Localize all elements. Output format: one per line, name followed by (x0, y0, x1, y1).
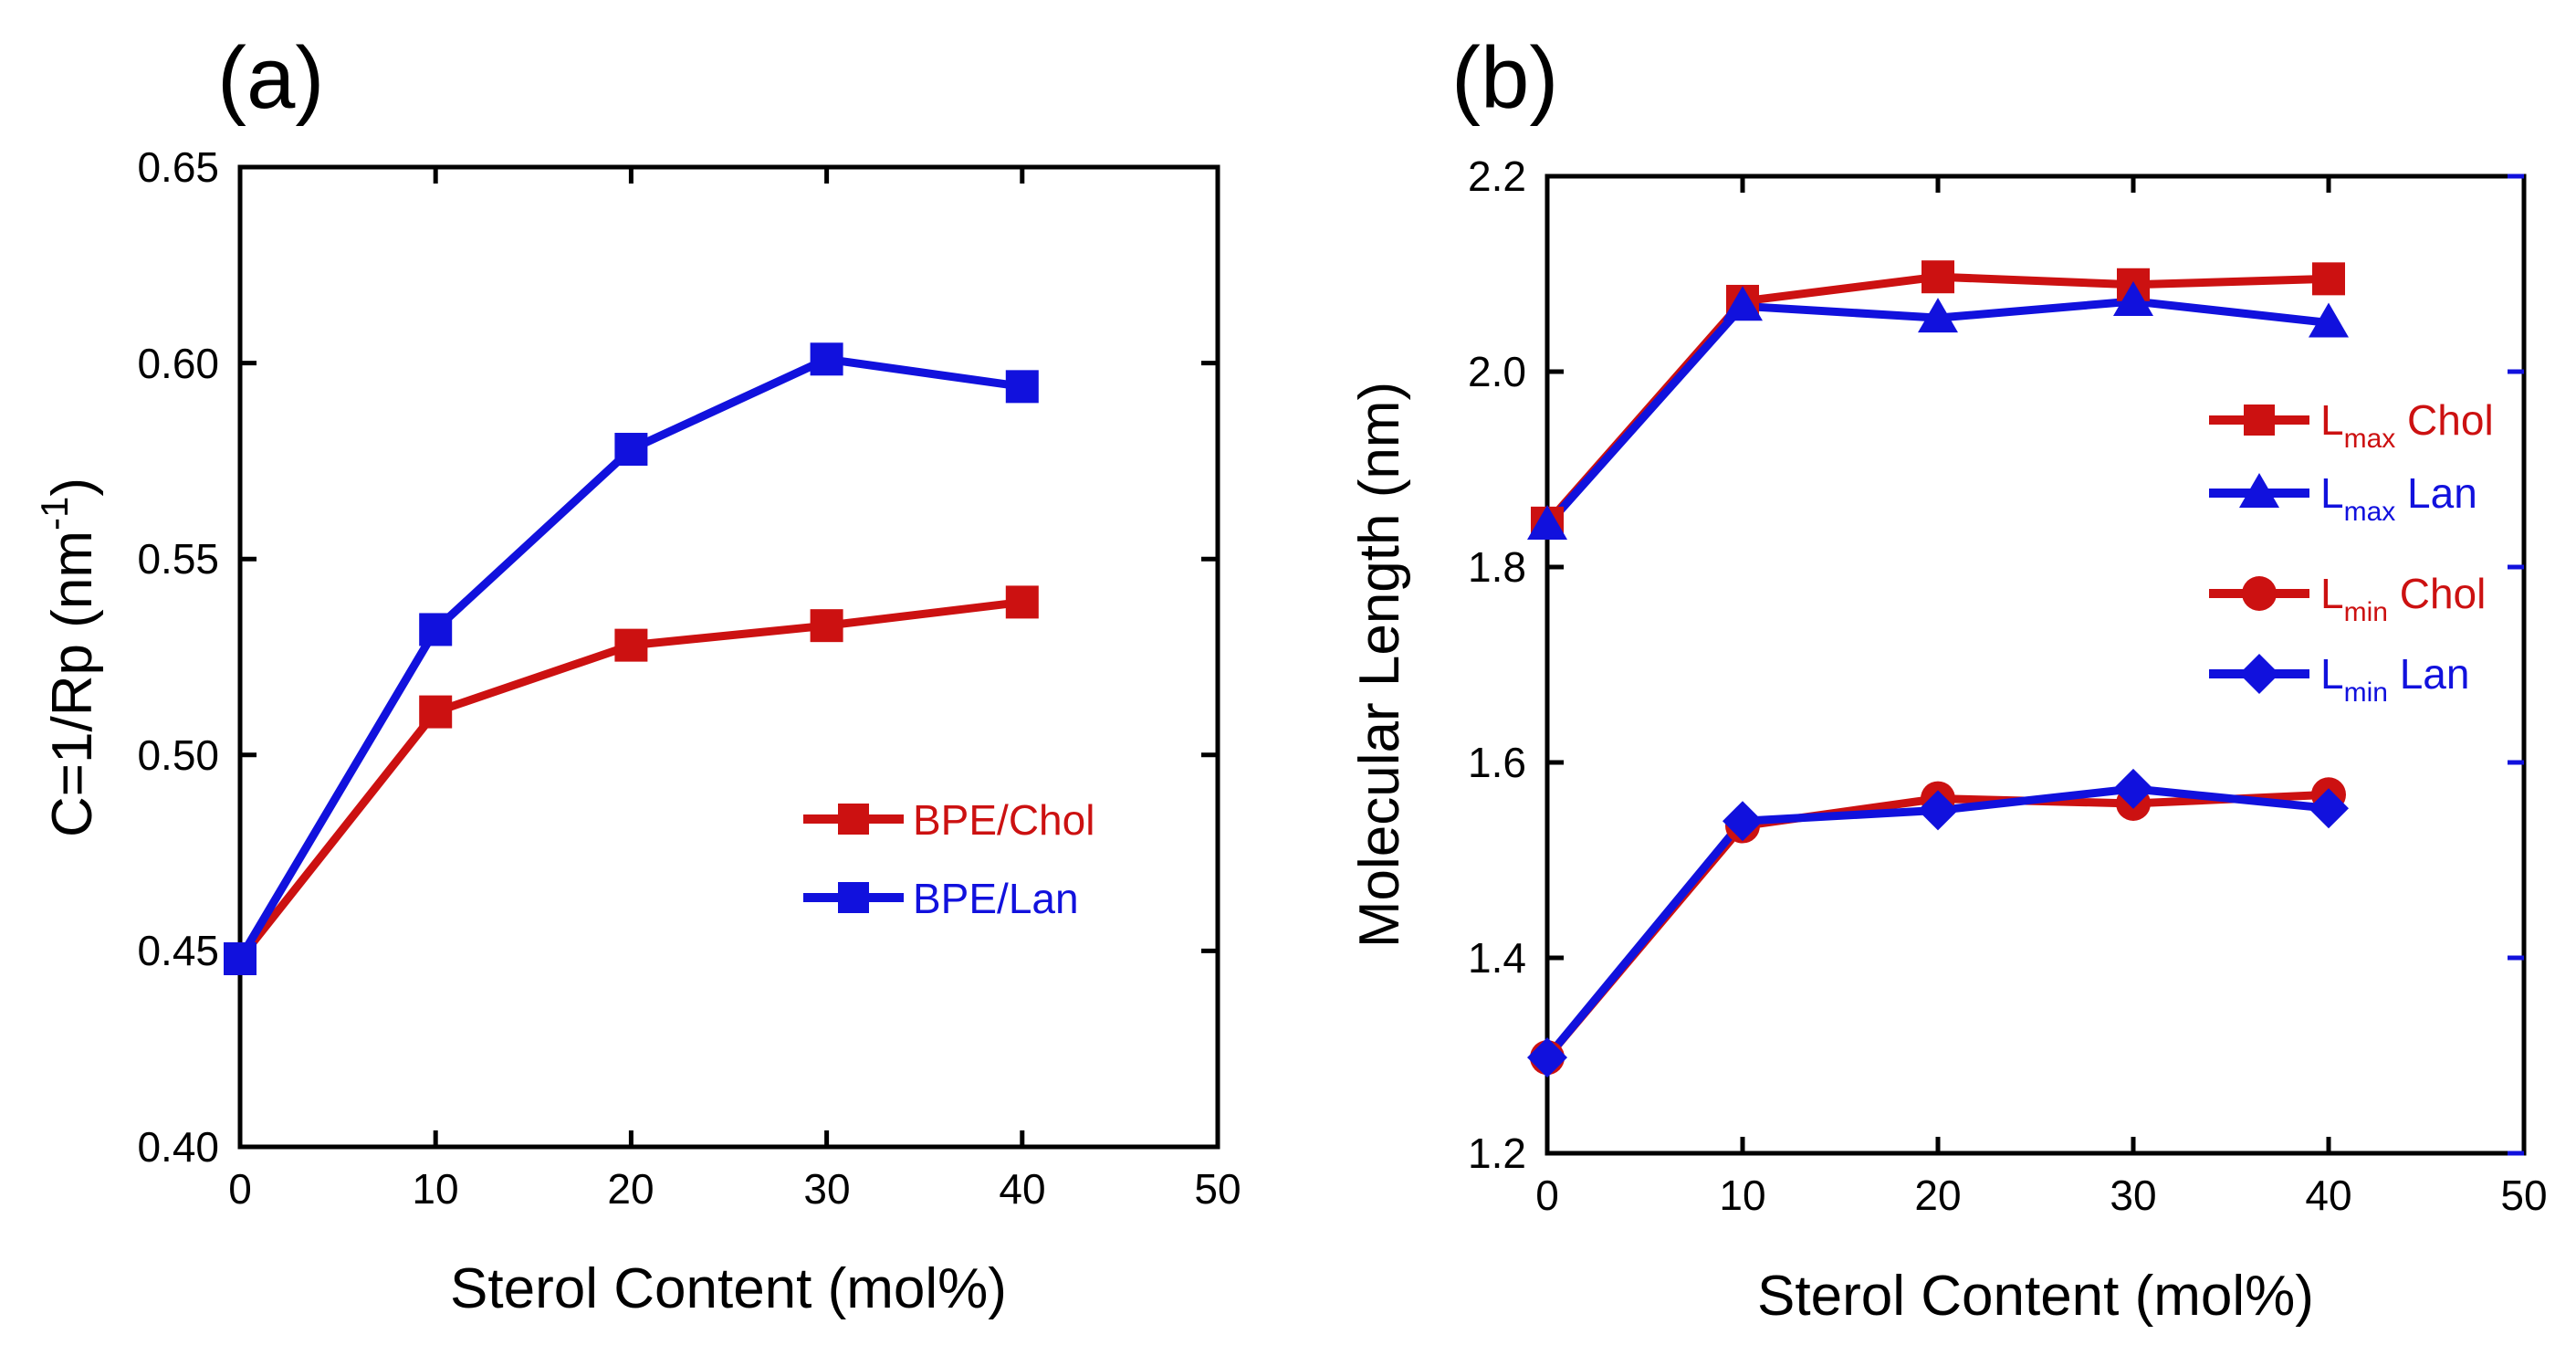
panel-b-legend-marker-lmin-chol (2242, 576, 2277, 611)
panel-b-legend-label-lmin-chol: Lmin Chol (2320, 570, 2486, 627)
panel-a-series-0-point (1005, 585, 1039, 619)
panel-b-ytick-label: 1.2 (1468, 1130, 1526, 1177)
panel-a-legend-label-lan: BPE/Lan (913, 875, 1079, 922)
panel-a-series-0-point (614, 628, 648, 662)
panel-a-yaxis-label: C=1/Rp (nm-1) (33, 478, 104, 837)
panel-b-series-3-point (1527, 1037, 1567, 1078)
panel-a-yaxis-label-sup: -1 (33, 497, 76, 531)
panel-b-xtick-label: 20 (1914, 1172, 1961, 1219)
panel-a-series-1-point (810, 342, 843, 376)
panel-b-legend-label-lmax-lan: Lmax Lan (2320, 469, 2477, 527)
panel-b-series-0-point (2312, 262, 2345, 296)
panel-b-series-3-point (1918, 790, 1958, 831)
panel-b-series-3-point (1723, 801, 1763, 842)
panel-b-ytick-label: 1.6 (1468, 739, 1526, 786)
panel-b-yaxis-label: Molecular Length (nm) (1348, 382, 1411, 948)
panel-a-xtick-label: 30 (803, 1165, 850, 1213)
panel-b-xaxis-label: Sterol Content (mol%) (1757, 1265, 2314, 1328)
panel-b-ytick-label: 1.4 (1468, 934, 1526, 982)
panel-b-xtick-label: 50 (2500, 1172, 2547, 1219)
panel-b-legend-marker-lmax-chol (2244, 405, 2275, 436)
panel-b-plot-frame (1545, 173, 2527, 1156)
panel-a-series-0-point (810, 609, 843, 643)
panel-a-yaxis-label-close: ) (41, 478, 104, 497)
panel-a-label: (a) (217, 29, 324, 127)
panel-a-ytick-label: 0.50 (137, 731, 219, 779)
panel-a-xtick-label: 0 (228, 1165, 252, 1213)
panel-b-legend-label-lmin-lan: Lmin Lan (2320, 650, 2469, 708)
panel-b-legend-marker-lmax-lan (2239, 473, 2279, 508)
panel-b-series-3-point (2113, 768, 2153, 809)
panel-a-xtick-label: 50 (1194, 1165, 1241, 1213)
panel-b-series-1-point (2309, 302, 2349, 338)
panel-b-legend-marker-lmin-lan (2239, 654, 2279, 694)
panel-b-legend: Lmax Chol Lmax Lan Lmin Chol Lmin Lan (2209, 396, 2494, 708)
panel-a-xtick-label: 10 (412, 1165, 458, 1213)
panel-a-series-1-point (419, 613, 453, 646)
panel-a-ytick-label: 0.40 (137, 1123, 219, 1171)
panel-a-ytick-label: 0.55 (137, 535, 219, 583)
panel-b-series-1-point (1527, 504, 1567, 540)
panel-a-xtick-label: 20 (607, 1165, 654, 1213)
panel-a-series-1-point (1005, 370, 1039, 404)
panel-b-xtick-label: 30 (2110, 1172, 2156, 1219)
panel-b-series-1-point (1723, 286, 1763, 321)
panel-b-ytick-label: 1.8 (1468, 543, 1526, 591)
panel-b-series-2-line (1544, 790, 2330, 1061)
panel-b-series-3-point (2309, 788, 2349, 829)
panel-a-ytick-label: 0.45 (137, 927, 219, 974)
panel-b-xtick-label: 10 (1719, 1172, 1765, 1219)
panel-b: (b) 0 10 20 30 40 50 1.2 1.4 1.6 1.8 2.0… (1348, 29, 2548, 1328)
panel-a-yaxis-label-main: C=1/Rp (nm (41, 531, 104, 837)
panel-a-legend: BPE/Chol BPE/Lan (803, 796, 1094, 922)
panel-a-ytick-label: 0.65 (137, 143, 219, 191)
panel-a-series-1-point (224, 941, 257, 975)
panel-a-plot-frame (237, 164, 1220, 1150)
panel-a-legend-marker-chol (838, 804, 869, 835)
panel-a-legend-label-chol: BPE/Chol (913, 796, 1094, 844)
panel-b-label: (b) (1451, 29, 1558, 127)
panel-a-legend-marker-lan (838, 882, 869, 913)
panel-b-series-1-point (2113, 280, 2153, 316)
panel-a-ytick-label: 0.60 (137, 340, 219, 387)
panel-b-xtick-label: 0 (1535, 1172, 1559, 1219)
panel-a: (a) 0 10 20 30 40 50 0.40 0.45 0.50 0.55… (33, 29, 1241, 1320)
panel-a-xtick-label: 40 (999, 1165, 1045, 1213)
panel-b-ytick-label: 2.0 (1468, 348, 1526, 395)
panel-b-series-1-point (1918, 298, 1958, 333)
panel-a-series-1-point (614, 433, 648, 467)
panel-b-xtick-label: 40 (2305, 1172, 2351, 1219)
panel-b-series-0-point (1922, 260, 1954, 294)
panel-a-series-0-point (419, 695, 453, 729)
panel-a-xaxis-label: Sterol Content (mol%) (450, 1257, 1007, 1320)
panel-b-legend-label-lmax-chol: Lmax Chol (2320, 396, 2494, 454)
panel-b-ytick-label: 2.2 (1468, 152, 1526, 200)
